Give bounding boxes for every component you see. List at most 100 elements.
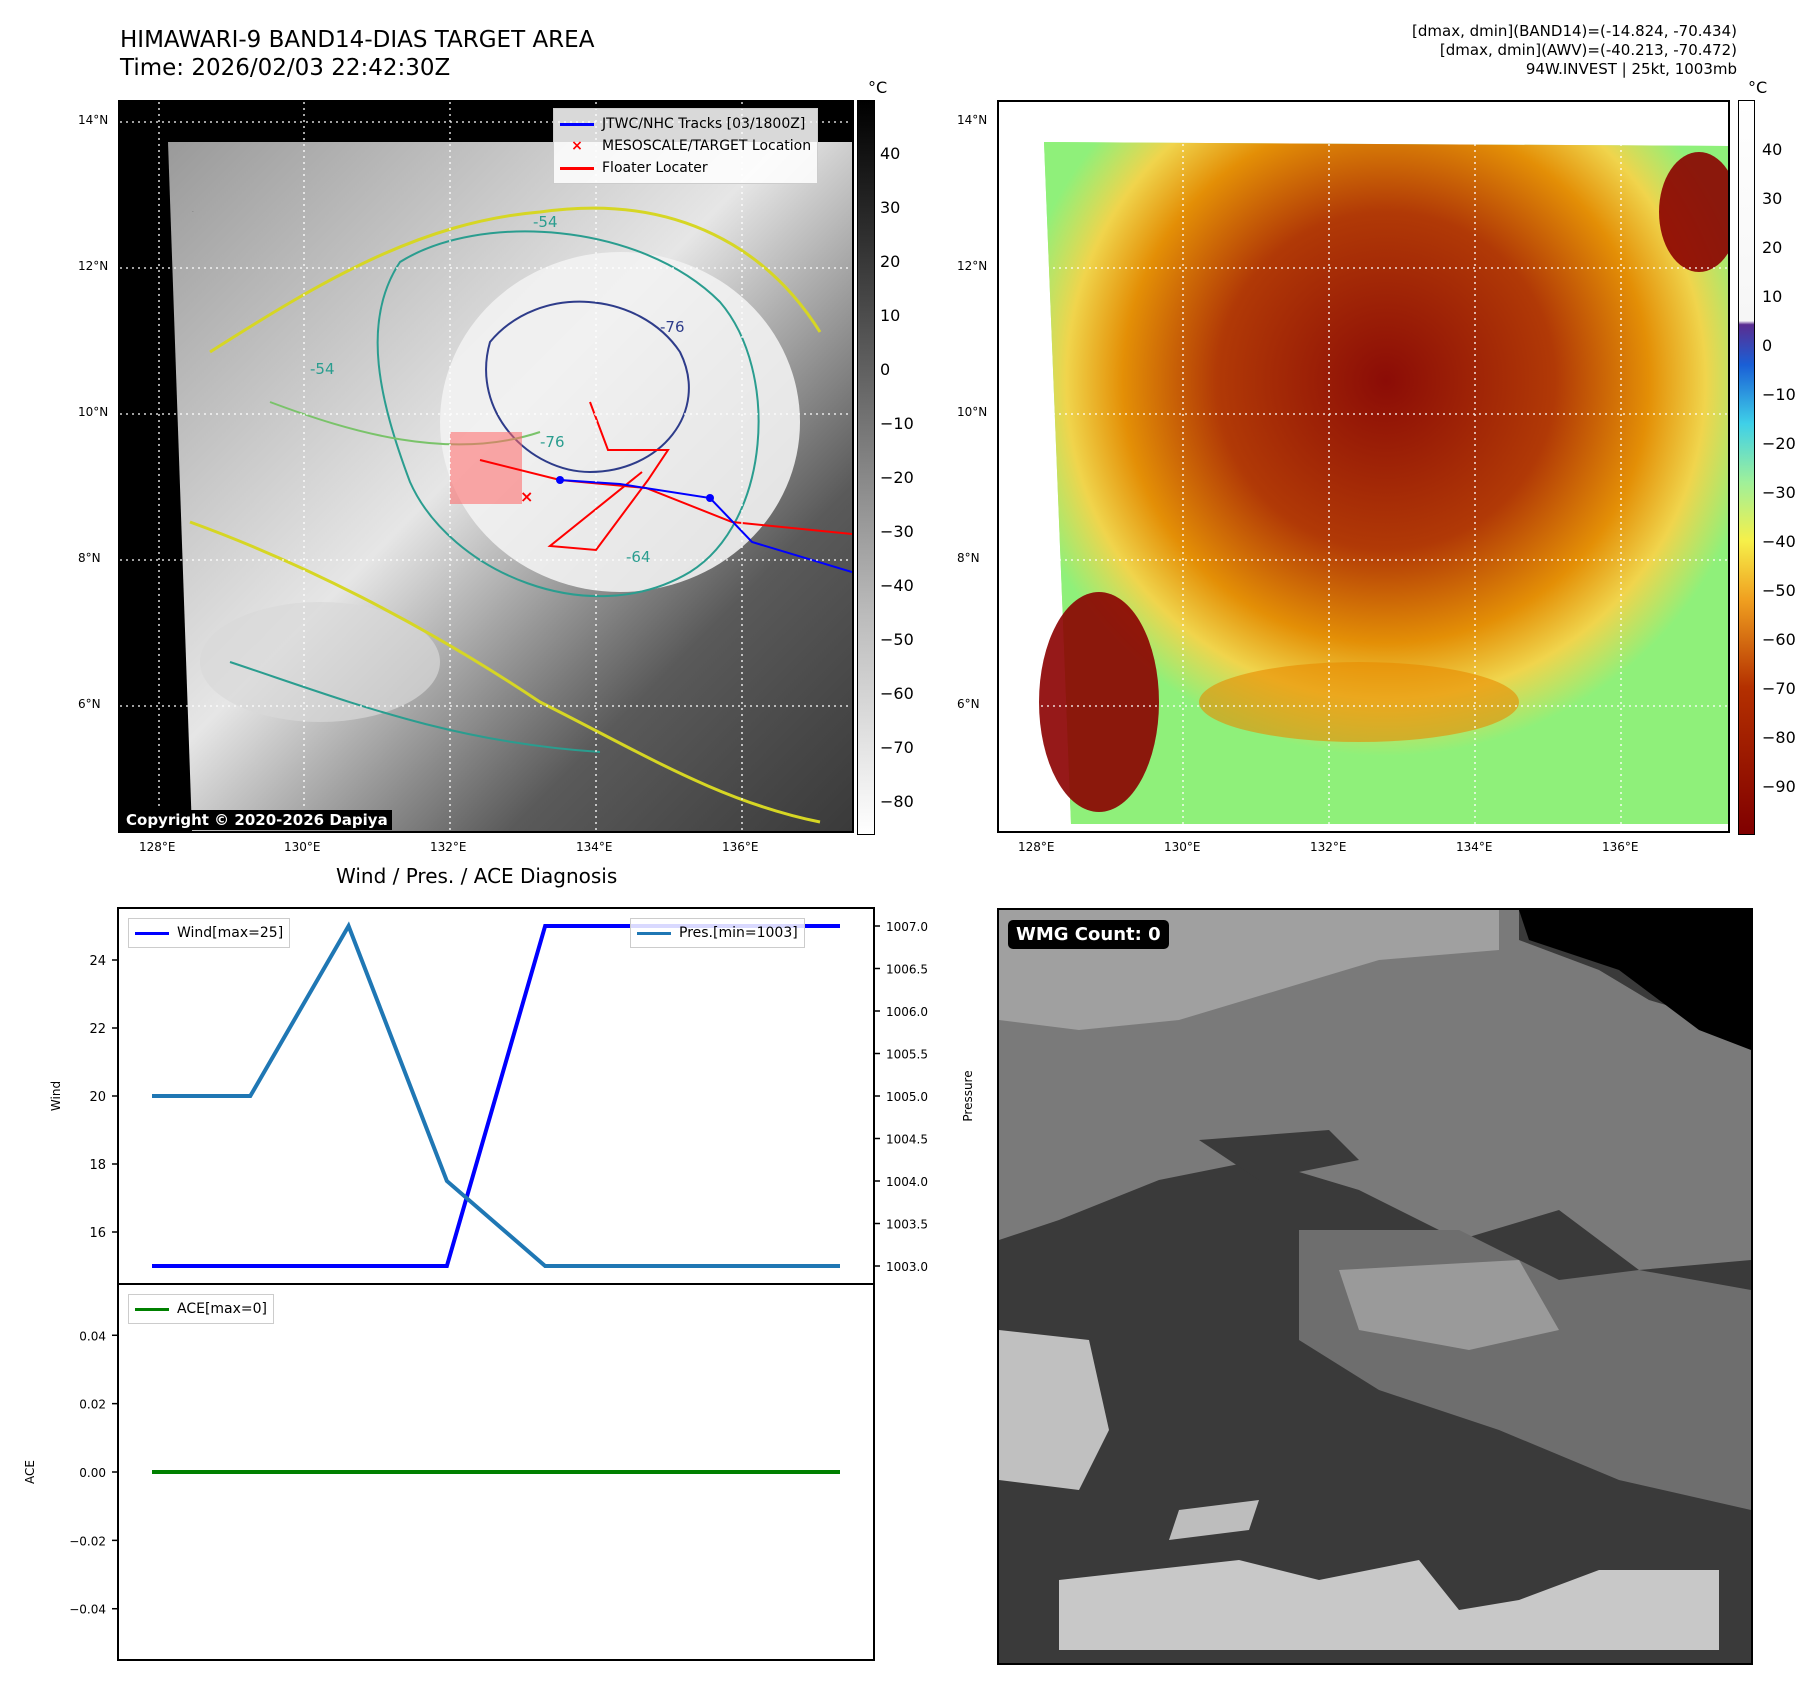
colorbar-tick-label: −20: [1762, 434, 1796, 453]
colorbar-tick-label: −40: [1762, 532, 1796, 551]
map-legend: JTWC/NHC Tracks [03/1800Z] × MESOSCALE/T…: [553, 108, 819, 184]
title-line2: Time: 2026/02/03 22:42:30Z: [120, 55, 451, 81]
wmg-svg: [999, 910, 1751, 1663]
legend-item-mesoscale: × MESOSCALE/TARGET Location: [571, 138, 812, 154]
lon-label: 130°E: [284, 840, 321, 854]
wind-legend: Wind[max=25]: [128, 918, 291, 948]
pressure-tick-label: 1004.0: [886, 1175, 928, 1189]
wmg-count-badge: WMG Count: 0: [1008, 920, 1169, 949]
lat-label: 14°N: [957, 113, 988, 127]
figure-title: HIMAWARI-9 BAND14-DIAS TARGET AREA Time:…: [120, 26, 594, 82]
legend-item-floater: Floater Locater: [560, 157, 811, 179]
lat-label: 10°N: [78, 405, 109, 419]
pressure-tick-label: 1003.0: [886, 1260, 928, 1274]
ace-axis-label: ACE: [23, 1460, 37, 1484]
diagnosis-chart: 16 18 20 22 24 1003.0 1003.5 1004.0 1004.5 1005.0…: [23, 907, 975, 1661]
wind-tick-label: 16: [89, 1226, 106, 1241]
lat-label: 6°N: [78, 697, 101, 711]
lon-label: 128°E: [1018, 840, 1055, 854]
ace-tick-label: 0.04: [79, 1329, 106, 1343]
legend-item-tracks: JTWC/NHC Tracks [03/1800Z]: [560, 113, 811, 135]
lon-label: 136°E: [1602, 840, 1639, 854]
wind-tick-label: 20: [89, 1090, 106, 1105]
pressure-tick-label: 1006.5: [886, 963, 928, 977]
lat-label: 14°N: [78, 113, 109, 127]
lat-label: 10°N: [957, 405, 988, 419]
lon-label: 136°E: [722, 840, 759, 854]
colorbar-tick-label: −20: [880, 468, 914, 487]
colorbar-tick-label: −60: [1762, 630, 1796, 649]
colorbar-tick-label: −70: [1762, 679, 1796, 698]
ir-map-svg: × -54 -54 -76 -64 -64 -76: [120, 102, 852, 831]
colorbar-tick-label: 20: [1762, 238, 1783, 257]
lon-label: 134°E: [1456, 840, 1493, 854]
legend-label: Wind[max=25]: [177, 925, 284, 941]
colorbar-tick-label: −10: [880, 414, 914, 433]
copyright-label: Copyright © 2020-2026 Dapiya: [122, 810, 392, 830]
svg-text:×: ×: [520, 487, 533, 506]
pressure-axis-label: Pressure: [961, 1070, 975, 1121]
diagnosis-title: Wind / Pres. / ACE Diagnosis: [336, 864, 618, 888]
colorbar-tick-label: −70: [880, 738, 914, 757]
legend-item-ace: ACE[max=0]: [135, 1298, 267, 1320]
legend-label: JTWC/NHC Tracks [03/1800Z]: [602, 116, 806, 132]
colorbar-tick-label: 30: [880, 198, 901, 217]
lon-label: 128°E: [139, 840, 176, 854]
colorbar-tick-label: 0: [1762, 336, 1773, 355]
wind-tick-label: 24: [89, 954, 106, 969]
colorbar-tick-label: −30: [880, 522, 914, 541]
pressure-tick-label: 1003.5: [886, 1218, 928, 1232]
ir-map-panel: × -54 -54 -76 -64 -64 -76: [118, 100, 854, 833]
colorbar-left: [857, 100, 875, 835]
stats-invest: 94W.INVEST | 25kt, 1003mb: [1525, 60, 1737, 78]
colorbar-tick-label: −30: [1762, 483, 1796, 502]
colorbar-tick-label: 10: [1762, 287, 1783, 306]
pressure-tick-label: 1006.0: [886, 1005, 928, 1019]
wind-tick-label: 22: [89, 1022, 106, 1037]
lat-label: 8°N: [957, 551, 980, 565]
awv-map-svg: [999, 102, 1728, 831]
pressure-legend: Pres.[min=1003]: [630, 918, 805, 948]
contour-label: -54: [310, 360, 335, 378]
lon-label: 134°E: [576, 840, 613, 854]
lat-label: 12°N: [78, 259, 109, 273]
pressure-tick-label: 1007.0: [886, 920, 928, 934]
colorbar-tick-label: 10: [880, 306, 901, 325]
stats-block: [dmax, dmin](BAND14)=(-14.824, -70.434) …: [1412, 22, 1737, 79]
wind-series-line: [152, 924, 840, 1268]
legend-item-pressure: Pres.[min=1003]: [637, 922, 798, 944]
colorbar-tick-label: 40: [1762, 140, 1783, 159]
pressure-tick-label: 1005.0: [886, 1090, 928, 1104]
wmg-panel: [997, 908, 1753, 1665]
legend-label: Floater Locater: [602, 160, 708, 176]
colorbar-tick-label: −90: [1762, 777, 1796, 796]
pressure-series-line: [152, 921, 840, 1268]
contour-label: -76: [660, 318, 685, 336]
colorbar-tick-label: 40: [880, 144, 901, 163]
wind-tick-label: 18: [89, 1158, 106, 1173]
lon-label: 132°E: [430, 840, 467, 854]
colorbar-tick-label: −50: [1762, 581, 1796, 600]
ace-tick-label: 0.02: [79, 1398, 106, 1412]
legend-item-wind: Wind[max=25]: [135, 922, 283, 944]
lat-label: 6°N: [957, 697, 980, 711]
stats-band14: [dmax, dmin](BAND14)=(-14.824, -70.434): [1412, 22, 1737, 40]
title-line1: HIMAWARI-9 BAND14-DIAS TARGET AREA: [120, 27, 595, 53]
colorbar-right-unit: °C: [1748, 78, 1768, 97]
contour-label: -76: [540, 433, 565, 451]
ace-tick-label: −0.04: [69, 1603, 106, 1617]
ace-legend: ACE[max=0]: [128, 1294, 275, 1324]
colorbar-tick-label: 20: [880, 252, 901, 271]
colorbar-tick-label: −80: [1762, 728, 1796, 747]
lon-label: 130°E: [1164, 840, 1201, 854]
contour-label: -64: [192, 211, 194, 213]
contour-label: -64: [626, 548, 651, 566]
colorbar-tick-label: −80: [880, 792, 914, 811]
pressure-tick-label: 1004.5: [886, 1133, 928, 1147]
colorbar-tick-label: 30: [1762, 189, 1783, 208]
lat-label: 12°N: [957, 259, 988, 273]
lon-label: 132°E: [1310, 840, 1347, 854]
colorbar-tick-label: −60: [880, 684, 914, 703]
stats-awv: [dmax, dmin](AWV)=(-40.213, -70.472): [1439, 41, 1737, 59]
colorbar-left-unit: °C: [868, 78, 888, 97]
